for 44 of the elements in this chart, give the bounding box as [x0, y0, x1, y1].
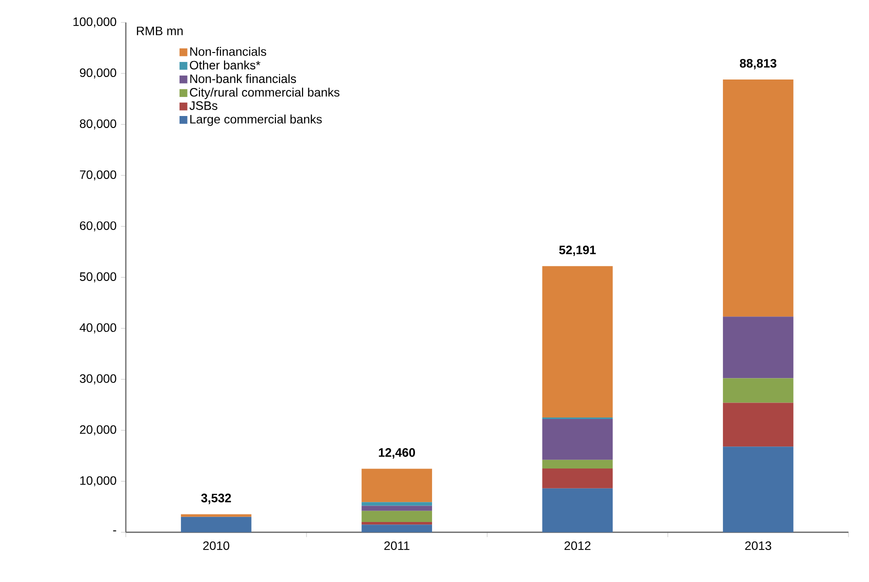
- bar: [722, 79, 794, 317]
- legend-label: Non-bank financials: [190, 74, 296, 84]
- bar: [362, 506, 432, 511]
- legend-label: Large commercial banks: [190, 114, 322, 126]
- y-tick-label: -: [113, 530, 116, 532]
- legend-label: Other banks*: [190, 60, 260, 70]
- y-tick-label: 100,000: [73, 17, 116, 28]
- y-tick-label: 30,000: [80, 374, 116, 384]
- y-tick-label: 40,000: [80, 323, 116, 334]
- x-tick-label: 2010: [203, 541, 230, 550]
- bar: [542, 266, 613, 418]
- bar: [542, 488, 613, 532]
- y-tick-label: 70,000: [80, 170, 116, 180]
- bar: [362, 524, 432, 532]
- bar: [180, 514, 252, 517]
- bar: [362, 502, 432, 506]
- legend-label: City/rural commercial banks: [190, 88, 340, 100]
- bar: [362, 510, 432, 522]
- total-label: 3,532: [201, 494, 231, 504]
- total-label: 52,191: [559, 246, 596, 256]
- legend-label: JSBs: [189, 101, 218, 110]
- y-tick-label: 10,000: [80, 476, 116, 486]
- bar: [722, 402, 794, 447]
- bar: [542, 468, 613, 488]
- y-tick-label: 20,000: [80, 425, 116, 436]
- bar: [542, 460, 613, 468]
- total-label: 88,813: [740, 58, 776, 70]
- y-tick-label: 50,000: [80, 272, 116, 282]
- bar: [722, 316, 794, 378]
- bar: [722, 378, 794, 403]
- y-tick-label: 90,000: [80, 68, 116, 78]
- y-tick-label: 80,000: [80, 119, 116, 130]
- y-axis-title: RMB mn: [136, 26, 183, 36]
- bar: [180, 516, 252, 532]
- x-tick-label: 2011: [384, 541, 410, 550]
- bar: [542, 419, 613, 460]
- x-tick-label: 2012: [564, 541, 590, 550]
- x-tick-label: 2013: [745, 541, 772, 550]
- bar: [362, 522, 432, 525]
- bar: [362, 468, 432, 502]
- legend-label: Non-financials: [190, 46, 266, 56]
- y-tick-label: 60,000: [80, 221, 116, 232]
- total-label: 12,460: [378, 448, 415, 459]
- bar: [722, 446, 794, 532]
